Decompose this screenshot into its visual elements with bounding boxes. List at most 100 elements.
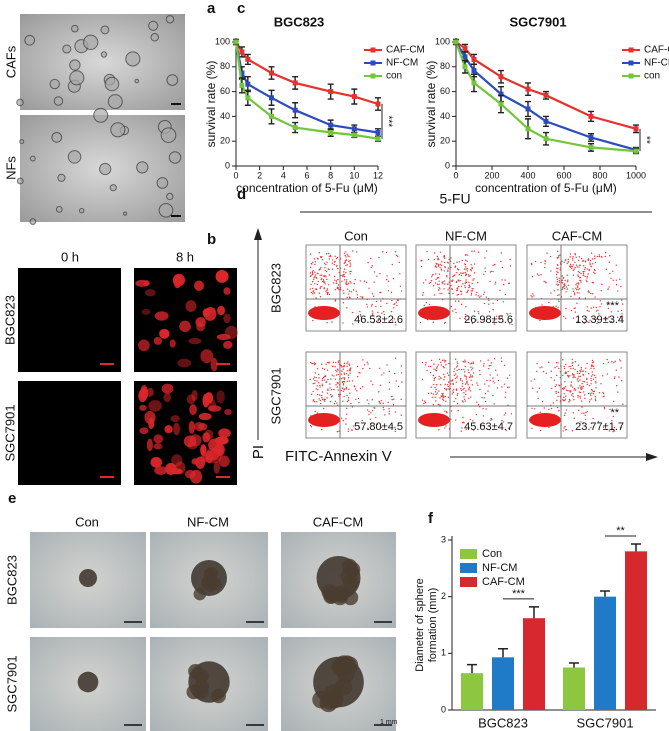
event [314,263,316,266]
event [581,370,583,373]
event [620,309,623,312]
event [530,295,532,297]
event [505,429,507,432]
event [572,290,575,293]
x-tick-label: 0 [453,170,458,180]
event [323,287,325,289]
event [556,270,558,273]
event [475,294,477,296]
event [330,378,332,380]
event [436,283,439,285]
event [583,380,586,383]
event [594,261,597,264]
event [359,315,362,317]
event [343,268,346,270]
event [439,292,441,295]
event [447,374,450,376]
vesicle [67,150,82,164]
error-bar [631,543,641,552]
event [594,257,596,260]
event [312,378,315,380]
event [550,270,552,272]
event [456,365,459,367]
y-tick-label: 2 [441,591,446,601]
event [342,275,344,278]
event [327,361,329,364]
column-label: Con [75,514,99,529]
vesicle [57,173,66,182]
event [459,379,462,381]
event [598,254,601,256]
event [310,361,312,364]
event [569,400,571,402]
event [316,283,319,286]
event [451,280,453,283]
event [483,397,485,399]
event [563,399,565,402]
event [477,251,480,253]
event [473,263,476,265]
event [319,287,321,290]
event [621,379,623,382]
event [577,259,580,262]
event [436,392,439,394]
event [421,378,424,381]
event [337,267,339,270]
event [598,391,601,394]
event [318,377,320,379]
y-tick-label: 40 [440,111,450,121]
event [447,267,450,269]
event [460,430,463,432]
event [471,322,474,325]
vesicle [136,161,149,174]
event [556,278,559,281]
event [362,367,364,370]
fluorescence-image [134,268,237,372]
event [313,376,316,378]
marker [328,89,334,95]
event [333,261,336,263]
event [345,283,348,285]
event [358,427,361,429]
event [504,293,507,296]
event [500,357,502,359]
event [616,385,618,387]
event [600,383,602,385]
event [343,395,345,398]
event [581,260,584,262]
event [563,386,565,389]
event [444,360,447,362]
event [342,400,344,402]
event [543,407,545,409]
event [567,284,569,286]
event [460,389,462,392]
event [459,317,461,319]
vesicle [166,74,179,86]
marker [543,136,549,142]
event [367,261,369,264]
event [581,383,583,385]
event [579,264,581,266]
event [456,261,458,263]
event [563,365,565,368]
event [556,406,559,409]
event [391,299,393,302]
event [502,321,504,323]
event [593,271,595,273]
error-bar [600,590,610,597]
event [454,266,456,269]
event [557,391,560,393]
cell [179,320,191,332]
y-axis-title: Diameter of sphere [414,578,426,672]
event [310,426,313,428]
event [377,311,379,314]
event [463,398,466,401]
marker [328,130,334,136]
event [602,375,604,377]
event [470,376,472,378]
event [579,371,582,373]
y-tick-label: 20 [440,136,450,146]
event [511,323,513,326]
event [451,393,453,395]
event [347,428,350,430]
